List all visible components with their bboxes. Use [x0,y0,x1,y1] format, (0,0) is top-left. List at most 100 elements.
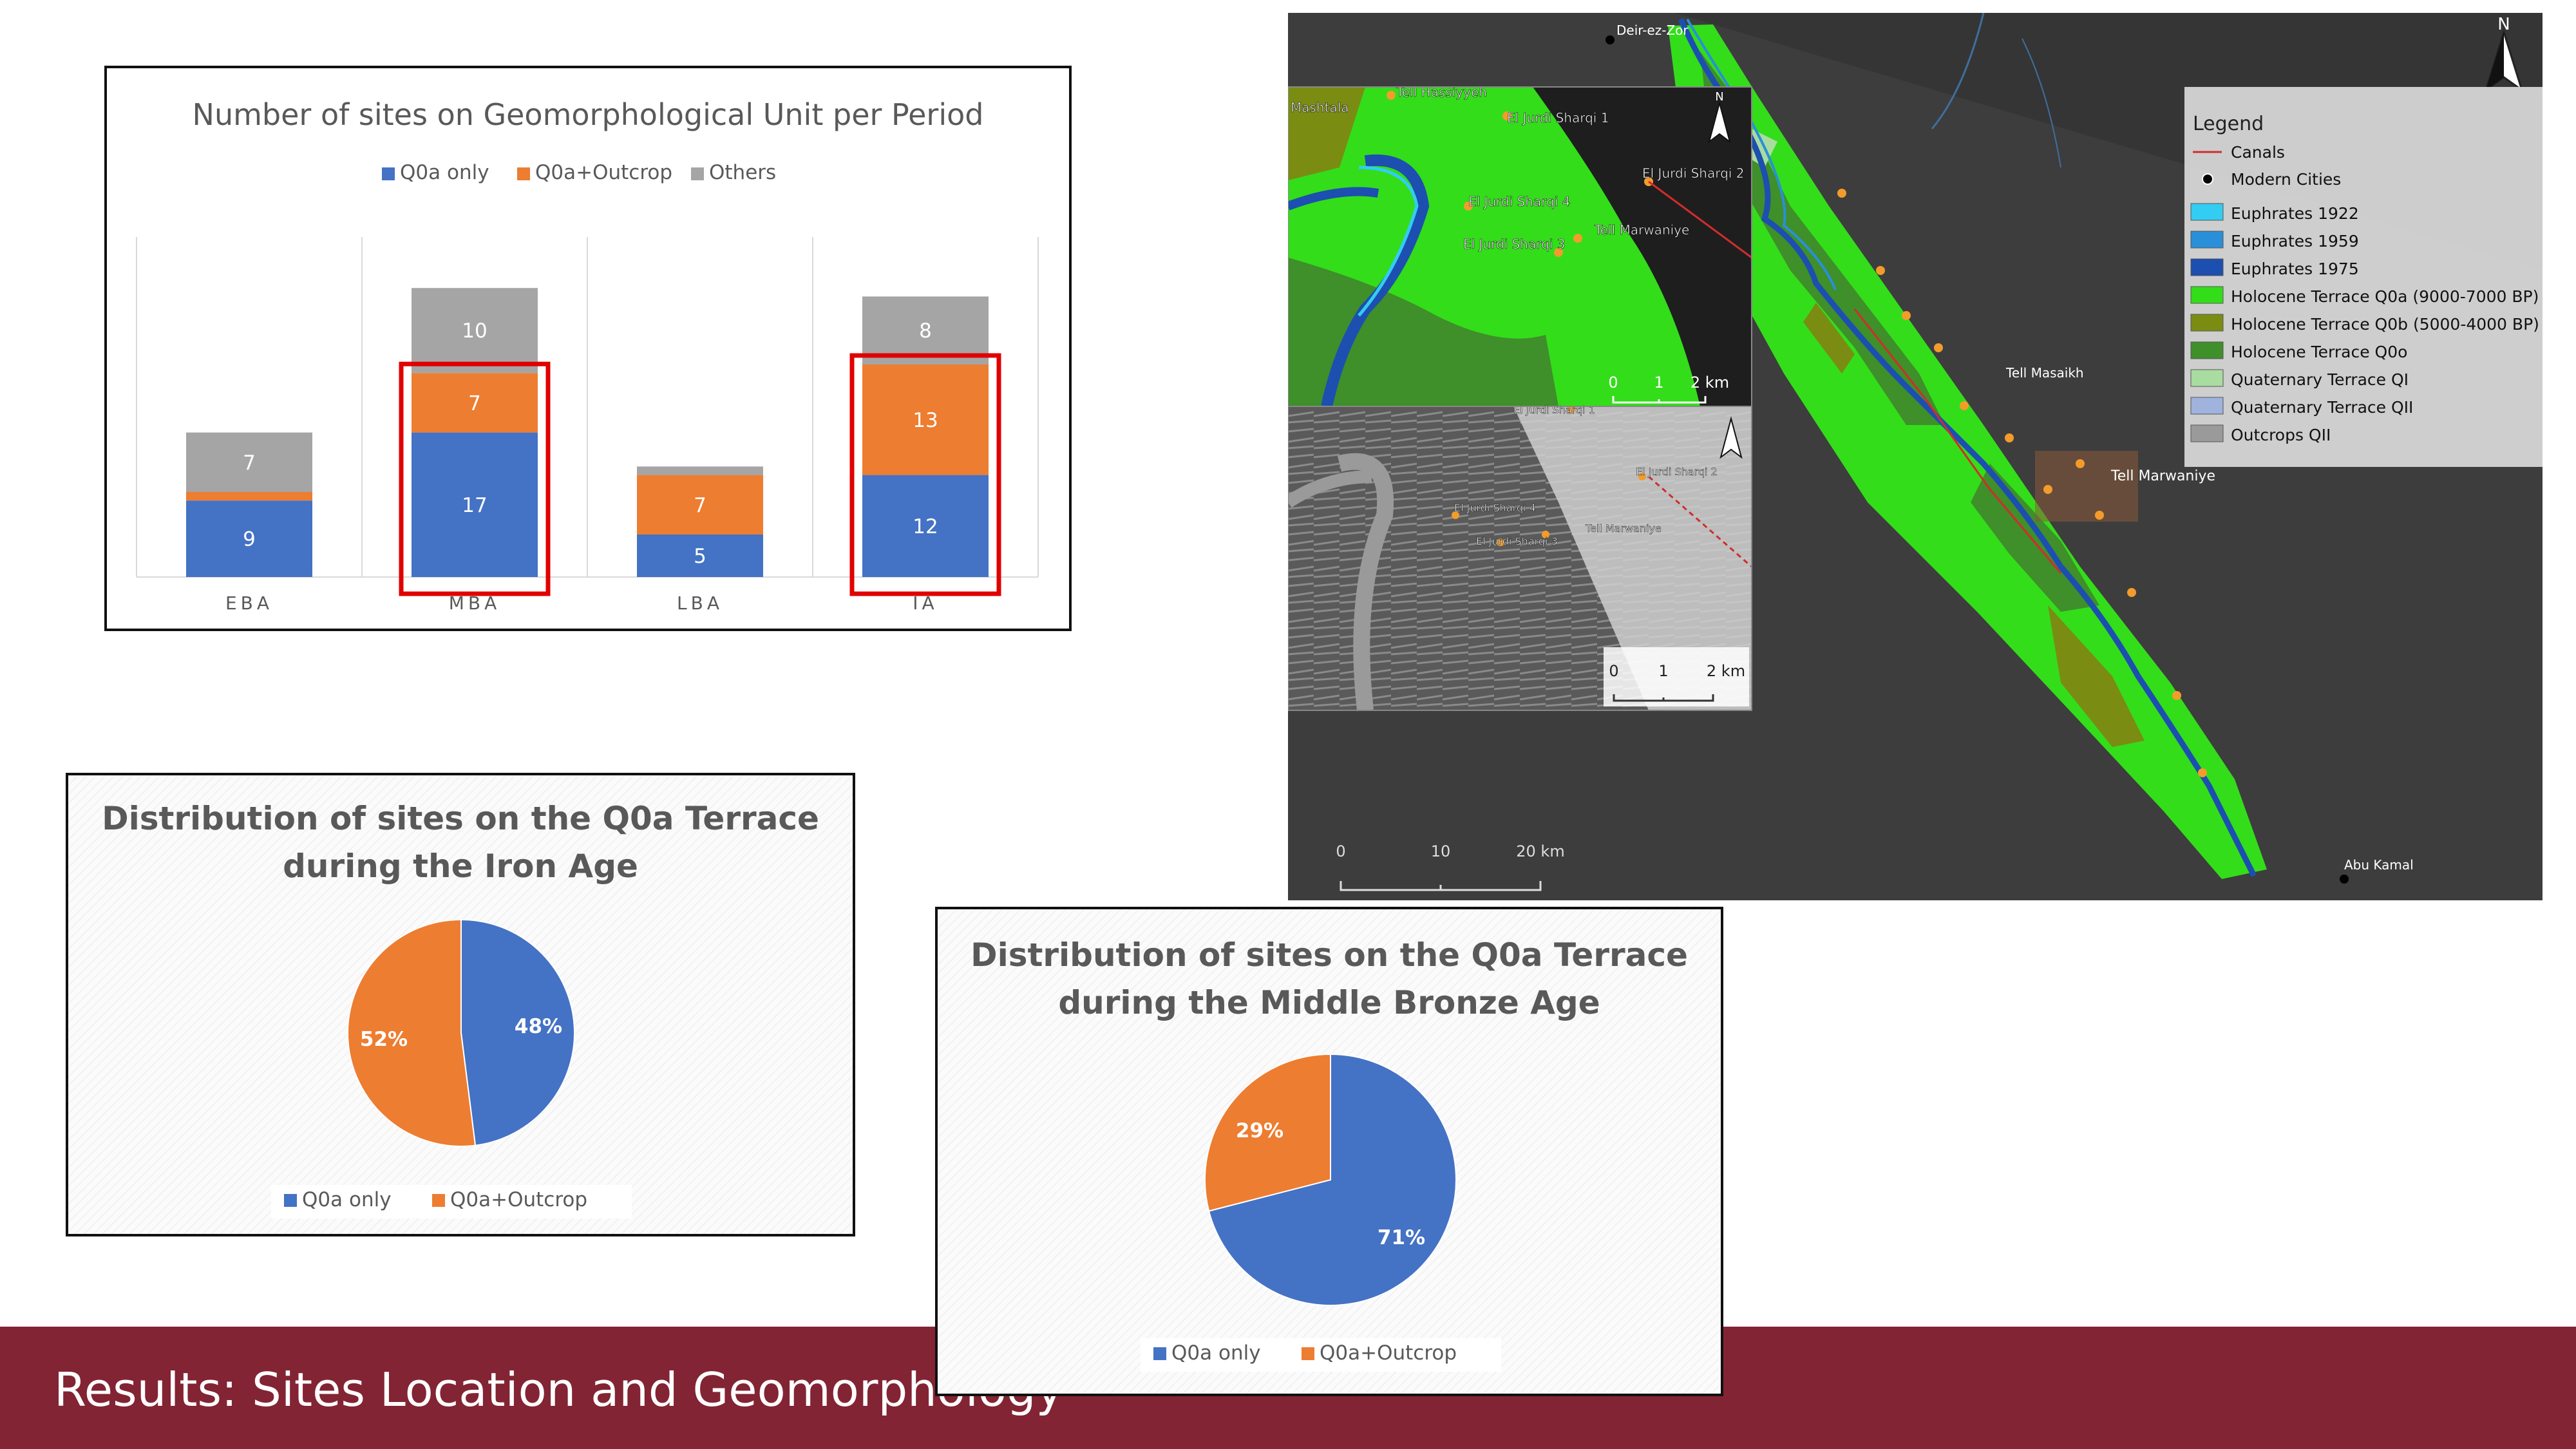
bar-ia-q0a-only [862,475,989,577]
inset-bottom-label-el-jurdi-sharqi-3: El Jurdi Sharqi 3 [1476,535,1558,547]
x-tick-lba: LBA [677,592,723,614]
svg-text:2 km: 2 km [1690,374,1729,392]
map-legend-item-outcrops-qii: Outcrops QII [2231,426,2331,444]
pie-legend-swatch-q0a-outcrop [1302,1347,1314,1360]
svg-text:1: 1 [1658,662,1668,680]
map-legend-item-holocene-terrace-q0o: Holocene Terrace Q0o [2231,343,2407,361]
bar-ia-others [862,296,989,365]
inset-map-bottom: El Jurdi Sharqi 1 El Jurdi Sharqi 2 El J… [1288,404,1752,712]
pie-label-q0a-outcrop: 52% [360,1028,408,1051]
data-label-mba-q0a-outcrop: 7 [468,392,481,415]
bar-mba-q0a-outcrop [412,373,538,433]
main-scale-bar: 0 10 20 km [1336,842,1565,891]
map-legend-item-euphrates-1922: Euphrates 1922 [2231,204,2359,223]
outcrop-highlight-zone [2035,451,2138,522]
data-label-mba-q0a-only: 17 [462,494,487,517]
svg-text:0: 0 [1608,374,1618,392]
slide-title: Results: Sites Location and Geomorpholog… [54,1363,1064,1417]
pie-legend-label-q0a-only: Q0a only [302,1188,392,1211]
x-tick-mba: MBA [449,592,501,614]
data-label-eba-others: 7 [243,451,256,475]
pie-legend-label-q0a-outcrop: Q0a+Outcrop [450,1188,587,1211]
pie-legend-label-q0a-only: Q0a only [1171,1341,1261,1365]
x-tick-eba: EBA [225,592,273,614]
pie-label-q0a-only: 48% [515,1015,562,1038]
pie-chart-iron-age: 48% 52% Q0a only Q0a+Outcrop [271,918,632,1218]
svg-text:10: 10 [1431,842,1451,860]
highlight-box-mba [399,361,551,596]
svg-text:N: N [1715,90,1723,104]
svg-text:0: 0 [1609,662,1618,680]
map-legend-item-holocene-terrace-q0b-5000-4000-bp: Holocene Terrace Q0b (5000-4000 BP) [2231,315,2539,334]
map-legend-item-holocene-terrace-q0a-9000-7000-bp-symbol [2190,286,2224,304]
map-legend-item-euphrates-1975-symbol [2190,258,2224,276]
map-legend-item-outcrops-qii-symbol [2190,424,2224,442]
bar-chart-title: Number of sites on Geomorphological Unit… [193,97,984,132]
map-legend-item-holocene-terrace-q0b-5000-4000-bp-symbol [2190,314,2224,332]
map-legend-item-quaternary-terrace-qi: Quaternary Terrace QI [2231,370,2409,389]
map-legend-item-euphrates-1959: Euphrates 1959 [2231,232,2359,251]
svg-text:0: 0 [1336,842,1345,860]
bar-mba-q0a-only [412,432,538,577]
pie-slice-q0a-outcrop [1204,1053,1331,1212]
bar-ia-q0a-outcrop [862,365,989,475]
inset-top-label-mashtala: Mashtala [1291,100,1349,115]
stacked-bar-chart: Number of sites on Geomorphological Unit… [136,97,1039,614]
bar-eba-q0a-only [186,500,312,577]
legend-label-q0a-only: Q0a only [400,161,489,184]
bar-lba-q0a-only [637,535,763,577]
legend-swatch-q0a-outcrop [517,167,530,180]
bar-eba-q0a-outcrop [186,492,312,501]
place-label-tell-marwaniye: Tell Marwaniye [2110,468,2215,484]
map-legend-item-holocene-terrace-q0o-symbol [2190,341,2224,359]
bar-eba-others [186,432,312,492]
pie-label-q0a-only: 71% [1378,1226,1425,1249]
data-label-mba-others: 10 [462,319,487,343]
highlight-box-ia [849,353,1001,596]
pie-legend-box [271,1185,632,1218]
holocene-terrace-q0a-area [1668,24,2267,879]
pie-legend-box [1141,1338,1501,1372]
pie-chart-iron-age-panel: Distribution of sites on the Q0a Terrace… [66,773,855,1236]
data-label-lba-q0a-outcrop: 7 [694,494,706,517]
north-label: N [2497,15,2510,34]
pie-slice-q0a-only [460,918,575,1146]
inset-map-top: Tell Hassiyyeh Mashtala El Jurdi Sharqi … [1288,84,1752,408]
pie-legend-swatch-q0a-only [1153,1347,1166,1360]
data-label-lba-q0a-only: 5 [694,545,706,568]
svg-text:2 km: 2 km [1707,662,1745,680]
map-legend: Legend Canals Modern Cities Euphrates 1922… [2184,87,2543,467]
data-label-ia-others: 8 [919,319,932,343]
pie-legend-swatch-q0a-only [284,1194,297,1207]
legend-swatch-q0a-only [382,167,395,180]
pie-chart-middle-bronze-age-panel: Distribution of sites on the Q0a Terrace… [935,907,1723,1396]
inset-bottom-label-el-jurdi-sharqi-4: El Jurdi Sharqi 4 [1454,502,1536,514]
inset-top-label-el-jurdi-sharqi-3: El Jurdi Sharqi 3 [1463,236,1565,252]
place-label-deir-ez-zor: Deir-ez-Zor [1616,23,1689,38]
pie-legend-swatch-q0a-outcrop [432,1194,445,1207]
data-label-ia-q0a-outcrop: 13 [913,409,938,432]
geomorphology-map: N Deir-ez-Zor Tell Masaikh Tell Marwaniy… [1288,13,2543,900]
legend-label-others: Others [709,161,776,184]
pie-slice-q0a-outcrop [347,918,477,1147]
svg-text:1: 1 [1654,374,1663,392]
bar-lba-q0a-outcrop [637,475,763,535]
legend-swatch-others [691,167,704,180]
pie-label-q0a-outcrop: 29% [1236,1119,1283,1142]
inset-bottom-label-tell-marwaniye: Tell Marwaniye [1585,522,1662,535]
pie-iron-age-title: Distribution of sites on the Q0a Terrace… [102,800,819,885]
map-legend-item-canals: Canals [2231,143,2285,162]
data-label-ia-q0a-only: 12 [913,515,938,538]
pie-slice-q0a-only [1208,1053,1457,1306]
place-label-tell-masaikh: Tell Masaikh [2005,365,2084,381]
inset-top-label-el-jurdi-sharqi-4: El Jurdi Sharqi 4 [1468,194,1570,209]
map-legend-title: Legend [2193,113,2264,135]
map-legend-item-euphrates-1975: Euphrates 1975 [2231,260,2359,278]
place-label-abu-kamal: Abu Kamal [2344,857,2414,873]
data-label-eba-q0a-only: 9 [243,528,256,551]
map-legend-item-modern-cities: Modern Cities [2231,170,2341,189]
map-legend-item-quaternary-terrace-qii-symbol [2190,397,2224,415]
pie-legend-label-q0a-outcrop: Q0a+Outcrop [1320,1341,1457,1365]
north-arrow-icon [2484,28,2524,93]
map-legend-item-quaternary-terrace-qi-symbol [2190,369,2224,387]
